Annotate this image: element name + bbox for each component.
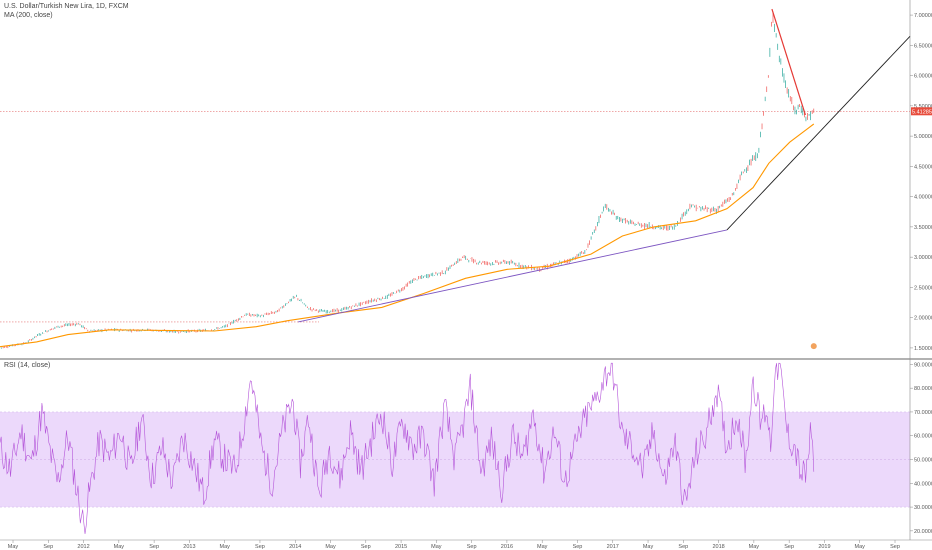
price-tick-label: 7.00000 bbox=[914, 13, 932, 19]
price-tick-label: 6.00000 bbox=[914, 74, 932, 80]
last-price-badge bbox=[911, 107, 932, 116]
price-tick-label: 3.50000 bbox=[914, 225, 932, 231]
main-pane-title: U.S. Dollar/Turkish New Lira, 1D, FXCM bbox=[4, 3, 129, 10]
time-tick-label: May bbox=[855, 544, 866, 550]
price-tick-label: 4.00000 bbox=[914, 195, 932, 201]
ma-indicator-label: MA (200, close) bbox=[4, 12, 53, 19]
price-tick-label: 6.50000 bbox=[914, 43, 932, 49]
lower-trendline bbox=[298, 229, 728, 323]
ma-line bbox=[0, 123, 815, 348]
time-tick-label: Sep bbox=[149, 544, 159, 550]
time-tick-label: May bbox=[219, 544, 230, 550]
rsi-tick-label: 60.0000 bbox=[914, 434, 932, 440]
time-tick-label: May bbox=[325, 544, 336, 550]
time-tick-label: May bbox=[431, 544, 442, 550]
last-price-text: 5.41285 bbox=[912, 109, 932, 115]
time-tick-label: 2012 bbox=[77, 544, 89, 550]
time-tick-label: Sep bbox=[573, 544, 583, 550]
time-tick-label: May bbox=[537, 544, 548, 550]
rsi-pane-title: RSI (14, close) bbox=[4, 362, 51, 369]
rsi-tick-label: 50.0000 bbox=[914, 458, 932, 464]
rsi-tick-label: 90.0000 bbox=[914, 362, 932, 368]
price-tick-label: 5.50000 bbox=[914, 104, 932, 110]
event-marker-icon bbox=[810, 343, 817, 350]
time-tick-label: Sep bbox=[678, 544, 688, 550]
time-tick-label: May bbox=[643, 544, 654, 550]
rsi-band bbox=[0, 411, 910, 508]
time-tick-label: May bbox=[114, 544, 125, 550]
price-tick-label: 2.00000 bbox=[914, 316, 932, 322]
time-tick-label: Sep bbox=[784, 544, 794, 550]
time-tick-label: 2014 bbox=[289, 544, 301, 550]
time-tick-label: 2017 bbox=[607, 544, 619, 550]
price-tick-label: 5.00000 bbox=[914, 134, 932, 140]
time-tick-label: 2018 bbox=[712, 544, 724, 550]
time-tick-label: 2016 bbox=[501, 544, 513, 550]
rsi-tick-label: 40.0000 bbox=[914, 481, 932, 487]
price-tick-label: 4.50000 bbox=[914, 164, 932, 170]
time-tick-label: 2015 bbox=[395, 544, 407, 550]
price-tick-label: 3.00000 bbox=[914, 255, 932, 261]
time-tick-label: Sep bbox=[361, 544, 371, 550]
time-tick-label: Sep bbox=[43, 544, 53, 550]
time-tick-label: 2019 bbox=[818, 544, 830, 550]
price-tick-label: 1.50000 bbox=[914, 346, 932, 352]
time-tick-label: May bbox=[8, 544, 19, 550]
rsi-tick-label: 70.0000 bbox=[914, 410, 932, 416]
upper-trendline bbox=[726, 35, 911, 231]
time-tick-label: Sep bbox=[467, 544, 477, 550]
rsi-line bbox=[0, 362, 815, 534]
rsi-tick-label: 20.0000 bbox=[914, 529, 932, 535]
time-tick-label: Sep bbox=[255, 544, 265, 550]
rsi-tick-label: 80.0000 bbox=[914, 386, 932, 392]
time-tick-label: Sep bbox=[890, 544, 900, 550]
price-tick-label: 2.50000 bbox=[914, 285, 932, 291]
rsi-tick-label: 30.0000 bbox=[914, 505, 932, 511]
downtrend-line bbox=[771, 8, 806, 116]
time-tick-label: 2013 bbox=[183, 544, 195, 550]
time-tick-label: May bbox=[749, 544, 760, 550]
